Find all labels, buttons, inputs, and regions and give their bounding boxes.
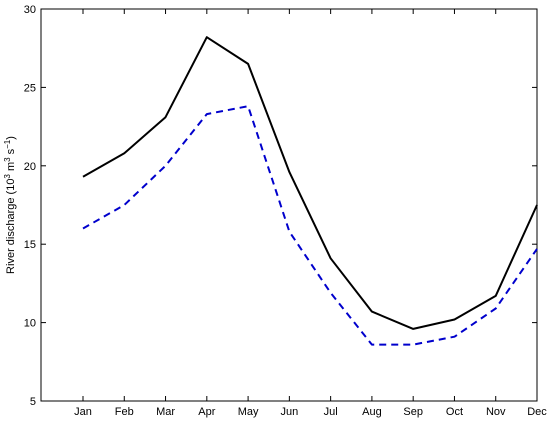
series-line-dashed	[83, 106, 537, 344]
series-layer	[83, 37, 537, 344]
x-tick-label: Apr	[198, 406, 215, 418]
x-tick-label: May	[238, 406, 259, 418]
y-tick-label: 15	[24, 239, 36, 251]
x-tick-label: Nov	[486, 406, 506, 418]
y-tick-label: 30	[24, 4, 36, 16]
y-axis-label: River discharge (103 m3 s−1)	[3, 136, 17, 274]
plot-area-frame	[41, 9, 537, 401]
x-tick-label: Feb	[115, 406, 134, 418]
x-tick-label: Jan	[74, 406, 92, 418]
x-tick-label: Jul	[324, 406, 338, 418]
x-tick-label: Oct	[446, 406, 463, 418]
x-axis: Jan Feb Mar Apr May Jun Jul Aug Sep Oct Nov Dec	[74, 9, 547, 418]
x-tick-label: Jun	[280, 406, 298, 418]
y-tick-label: 5	[30, 396, 36, 408]
y-tick-label: 25	[24, 82, 36, 94]
x-tick-label: Dec	[527, 406, 547, 418]
x-tick-label: Sep	[403, 406, 423, 418]
y-tick-label: 20	[24, 161, 36, 173]
y-tick-label: 10	[24, 318, 36, 330]
series-line-solid	[83, 37, 537, 329]
x-tick-label: Mar	[156, 406, 175, 418]
x-tick-label: Aug	[362, 406, 382, 418]
